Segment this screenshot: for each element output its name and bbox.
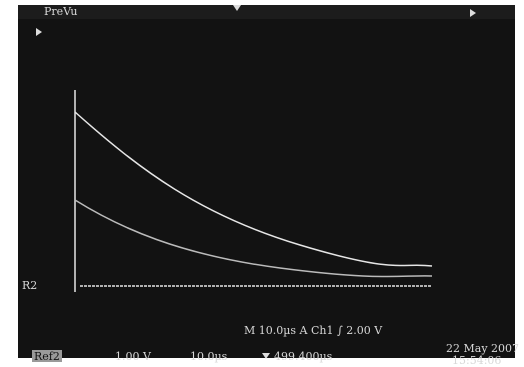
channel-label: Ref2 xyxy=(34,350,60,363)
timebase: 10.0µs xyxy=(190,350,228,363)
reference-marker: R2 xyxy=(22,279,37,292)
page: {"status_bar": {"mode": "PreVu"}, "marke… xyxy=(0,0,524,367)
horizontal-position: 499.400µs xyxy=(274,350,333,363)
vertical-scale: 1.00 V xyxy=(115,350,152,363)
trigger-readout: M 10.0µs A Ch1 ∫ 2.00 V xyxy=(244,324,383,337)
scope-screen: PreVu R2 M 10.0µs A Ch1 ∫ 2.00 V Ref2 1.… xyxy=(0,0,524,367)
status-bar xyxy=(18,5,515,19)
display-background xyxy=(18,5,515,358)
time: 15:54:06 xyxy=(452,354,501,367)
mode-label: PreVu xyxy=(44,5,78,18)
